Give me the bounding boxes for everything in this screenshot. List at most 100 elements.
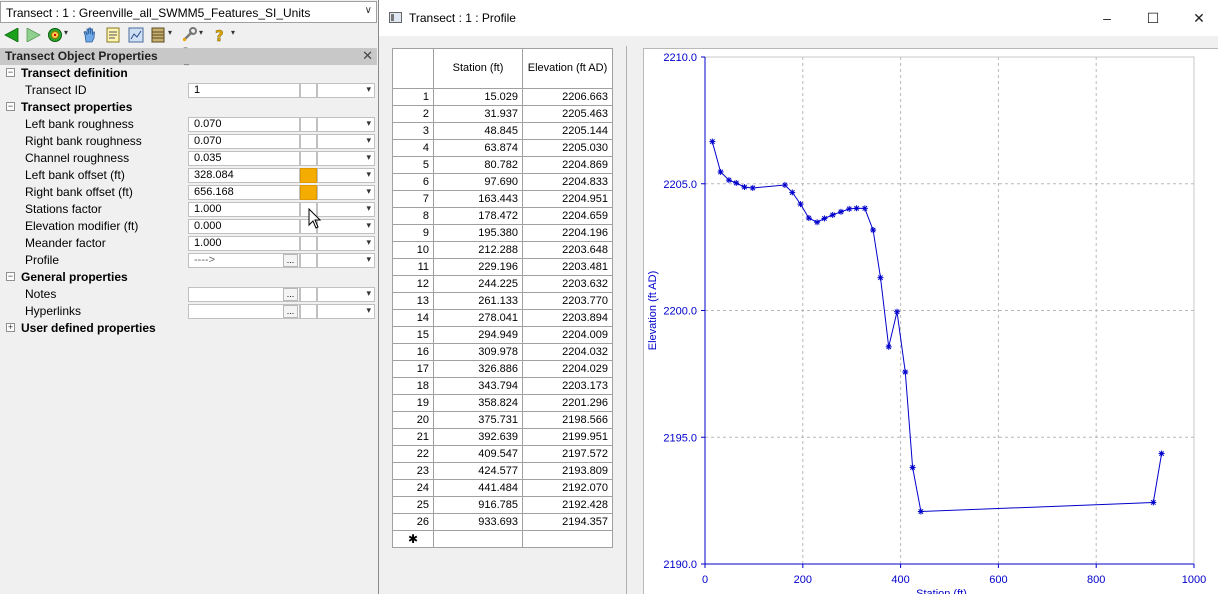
table-row[interactable]: 18 343.794 2203.173 — [392, 377, 613, 395]
left-bank-offset-field[interactable]: 328.084 — [188, 168, 300, 183]
elevation-cell[interactable]: 2201.296 — [522, 394, 613, 412]
collapse-icon[interactable]: − — [6, 101, 15, 111]
help-icon[interactable]: ? — [211, 26, 229, 44]
elevation-cell[interactable]: 2204.833 — [522, 173, 613, 191]
elevation-cell[interactable]: 2193.809 — [522, 462, 613, 480]
target-dropdown-icon[interactable]: ▾ — [64, 28, 69, 37]
attribute-cell[interactable] — [300, 236, 317, 251]
category-general-properties[interactable]: − General properties — [0, 269, 378, 286]
hand-icon[interactable] — [80, 26, 98, 44]
category-transect-definition[interactable]: − Transect definition — [0, 65, 378, 82]
elevation-cell[interactable]: 2192.070 — [522, 479, 613, 497]
attribute-dropdown[interactable] — [317, 83, 375, 98]
table-row[interactable]: 9 195.380 2204.196 — [392, 224, 613, 242]
table-row[interactable]: 13 261.133 2203.770 — [392, 292, 613, 310]
elevation-cell[interactable]: 2203.894 — [522, 309, 613, 327]
attribute-dropdown[interactable] — [317, 253, 375, 268]
station-cell[interactable]: 261.133 — [433, 292, 523, 310]
target-icon[interactable] — [46, 26, 64, 44]
splitter[interactable] — [626, 46, 634, 594]
highlight-cell[interactable] — [300, 185, 317, 200]
expand-icon[interactable]: + — [6, 322, 15, 332]
table-row[interactable]: 12 244.225 2203.632 — [392, 275, 613, 293]
elevation-cell[interactable]: 2203.770 — [522, 292, 613, 310]
attribute-cell[interactable] — [300, 83, 317, 98]
new-elevation-cell[interactable] — [522, 530, 613, 548]
elevation-cell[interactable]: 2203.481 — [522, 258, 613, 276]
station-cell[interactable]: 392.639 — [433, 428, 523, 446]
elevation-cell[interactable]: 2204.029 — [522, 360, 613, 378]
station-cell[interactable]: 97.690 — [433, 173, 523, 191]
attribute-dropdown[interactable] — [317, 185, 375, 200]
attribute-dropdown[interactable] — [317, 304, 375, 319]
ellipsis-button[interactable]: ... — [283, 288, 298, 301]
corner-cell[interactable] — [392, 48, 434, 89]
station-cell[interactable]: 933.693 — [433, 513, 523, 531]
table-row[interactable]: 6 97.690 2204.833 — [392, 173, 613, 191]
ellipsis-button[interactable]: ... — [283, 305, 298, 318]
new-station-cell[interactable] — [433, 530, 523, 548]
meander-factor-field[interactable]: 1.000 — [188, 236, 300, 251]
station-cell[interactable]: 358.824 — [433, 394, 523, 412]
station-cell[interactable]: 441.484 — [433, 479, 523, 497]
table-row[interactable]: 14 278.041 2203.894 — [392, 309, 613, 327]
column-header-station[interactable]: Station (ft) — [433, 48, 523, 89]
wrench-dropdown-icon[interactable]: ▾ — [199, 28, 204, 37]
attribute-dropdown[interactable] — [317, 134, 375, 149]
elevation-cell[interactable]: 2204.951 — [522, 190, 613, 208]
profile-table[interactable]: Station (ft) Elevation (ft AD) 1 15.029 22… — [392, 48, 613, 548]
table-row[interactable]: 21 392.639 2199.951 — [392, 428, 613, 446]
minimize-button[interactable]: – — [1103, 10, 1111, 26]
elevation-cell[interactable]: 2199.951 — [522, 428, 613, 446]
table-row[interactable]: 4 63.874 2205.030 — [392, 139, 613, 157]
wrench-icon[interactable] — [180, 26, 198, 44]
image-icon[interactable] — [127, 26, 145, 44]
elevation-cell[interactable]: 2197.572 — [522, 445, 613, 463]
help-dropdown-icon[interactable]: ▾ — [231, 28, 236, 37]
elevation-modifier-field[interactable]: 0.000 — [188, 219, 300, 234]
splitter-grip-icon[interactable]: ‾ _ — [184, 47, 190, 65]
station-cell[interactable]: 244.225 — [433, 275, 523, 293]
station-cell[interactable]: 178.472 — [433, 207, 523, 225]
highlight-cell[interactable] — [300, 168, 317, 183]
elevation-cell[interactable]: 2192.428 — [522, 496, 613, 514]
elevation-cell[interactable]: 2204.869 — [522, 156, 613, 174]
table-row[interactable]: 17 326.886 2204.029 — [392, 360, 613, 378]
attribute-cell[interactable] — [300, 151, 317, 166]
table-row[interactable]: 20 375.731 2198.566 — [392, 411, 613, 429]
station-cell[interactable]: 309.978 — [433, 343, 523, 361]
elevation-cell[interactable]: 2198.566 — [522, 411, 613, 429]
station-cell[interactable]: 343.794 — [433, 377, 523, 395]
attribute-cell[interactable] — [300, 134, 317, 149]
table-row[interactable]: 3 48.845 2205.144 — [392, 122, 613, 140]
station-cell[interactable]: 375.731 — [433, 411, 523, 429]
elevation-cell[interactable]: 2204.196 — [522, 224, 613, 242]
table-row[interactable]: 8 178.472 2204.659 — [392, 207, 613, 225]
attribute-cell[interactable] — [300, 304, 317, 319]
attribute-dropdown[interactable] — [317, 202, 375, 217]
ellipsis-button[interactable]: ... — [283, 254, 298, 267]
table-row[interactable]: 16 309.978 2204.032 — [392, 343, 613, 361]
column-header-elevation[interactable]: Elevation (ft AD) — [522, 48, 613, 89]
table-row[interactable]: 11 229.196 2203.481 — [392, 258, 613, 276]
table-row[interactable]: 25 916.785 2192.428 — [392, 496, 613, 514]
elevation-cell[interactable]: 2204.009 — [522, 326, 613, 344]
station-cell[interactable]: 916.785 — [433, 496, 523, 514]
new-row[interactable]: ✱ — [392, 530, 613, 548]
attribute-cell[interactable] — [300, 117, 317, 132]
attribute-dropdown[interactable] — [317, 168, 375, 183]
window-titlebar[interactable]: Transect : 1 : Profile – ☐ ✕ — [379, 0, 1218, 36]
attribute-cell[interactable] — [300, 287, 317, 302]
left-bank-roughness-field[interactable]: 0.070 — [188, 117, 300, 132]
transect-id-field[interactable]: 1 — [188, 83, 300, 98]
table-row[interactable]: 19 358.824 2201.296 — [392, 394, 613, 412]
elevation-cell[interactable]: 2203.173 — [522, 377, 613, 395]
station-cell[interactable]: 424.577 — [433, 462, 523, 480]
profile-field[interactable]: ----> — [188, 253, 300, 268]
station-cell[interactable]: 278.041 — [433, 309, 523, 327]
channel-roughness-field[interactable]: 0.035 — [188, 151, 300, 166]
notes-icon[interactable] — [104, 26, 122, 44]
elevation-cell[interactable]: 2206.663 — [522, 88, 613, 106]
table-row[interactable]: 23 424.577 2193.809 — [392, 462, 613, 480]
hyperlinks-field[interactable] — [188, 304, 300, 319]
